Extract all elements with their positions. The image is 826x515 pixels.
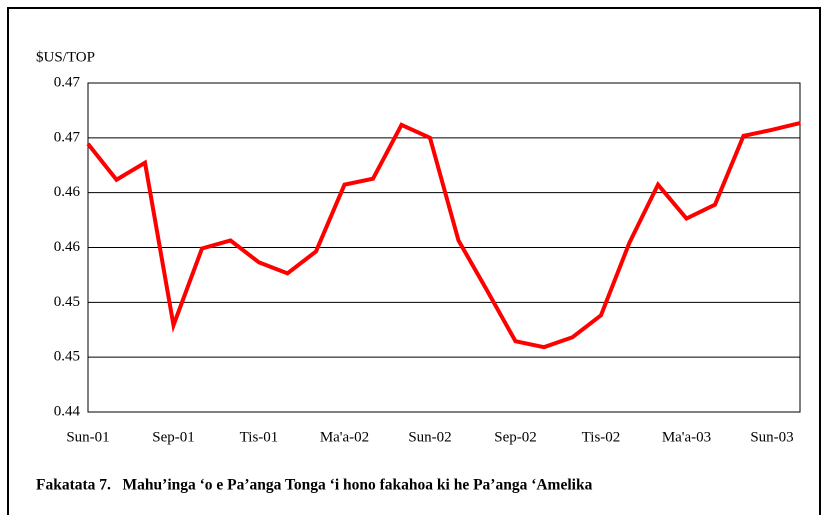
frame (7, 7, 821, 515)
x-tick-label: Ma'a-02 (320, 429, 369, 445)
y-tick-label: 0.45 (54, 294, 80, 310)
x-tick-label: Ma'a-03 (662, 429, 711, 445)
line-series (86, 120, 801, 350)
y-tick-label: 0.46 (54, 239, 81, 255)
y-axis-label: $US/TOP (36, 49, 95, 65)
y-tick-label: 0.47 (54, 129, 81, 145)
chart-title: Fakatata 7. Mahu’inga ‘o e Pa’anga Tonga… (36, 477, 593, 494)
x-tick-label: Sun-03 (750, 429, 793, 445)
x-tick-label: Sep-01 (152, 429, 195, 445)
x-tick-label: Sun-01 (66, 429, 109, 445)
x-tick-label: Tis-02 (582, 429, 621, 445)
y-tick-label: 0.44 (54, 403, 81, 419)
y-tick-label: 0.45 (54, 349, 80, 365)
x-tick-label: Sep-02 (494, 429, 537, 445)
y-tick-label: 0.47 (54, 74, 81, 90)
x-tick-label: Tis-01 (240, 429, 279, 445)
y-tick-label: 0.46 (54, 184, 81, 200)
x-tick-label: Sun-02 (408, 429, 451, 445)
plot-area (87, 82, 801, 413)
